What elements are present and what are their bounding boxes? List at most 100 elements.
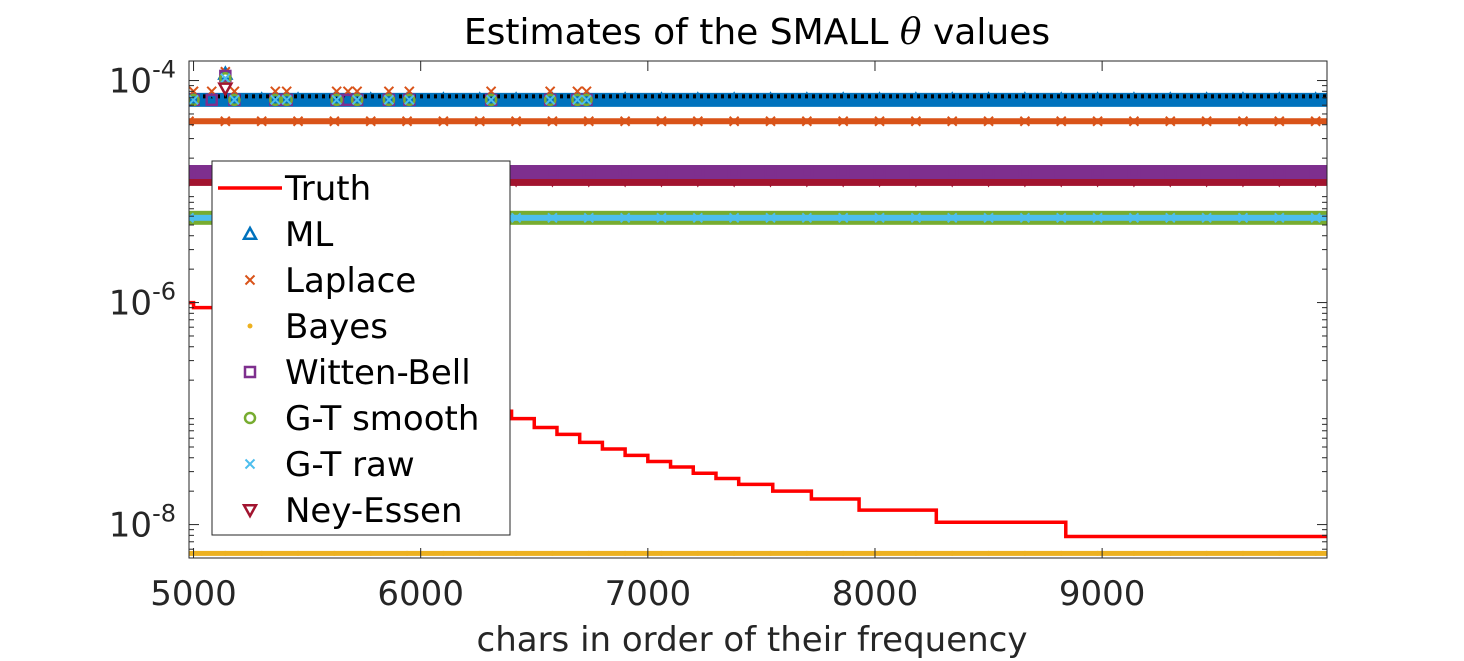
marker-band-g-t-raw [189,214,1327,221]
x-tick-label: 8000 [832,574,919,614]
plot-area [189,65,1327,556]
marker-ml [471,91,488,106]
marker-laplace [874,116,885,127]
spike-marker-g-t-raw [220,72,231,84]
marker-witten-bell [691,165,705,179]
marker-bayes [622,550,628,556]
marker-ml [616,91,634,106]
marker-witten-bell [1018,165,1032,179]
legend-item-ney-essen: Ney-Essen [241,491,463,531]
marker-witten-bell [1200,165,1213,179]
marker-laplace [256,116,267,127]
marker-laplace [947,116,958,127]
marker-laplace [692,116,704,127]
legend-swatch [244,274,256,286]
marker-laplace [983,116,994,127]
marker-ml [1125,91,1143,106]
marker-band-laplace [189,118,1327,125]
legend-item-g-t-raw: G-T raw [244,445,415,485]
x-tick-label: 7000 [605,574,692,614]
marker-laplace [765,116,776,127]
marker-witten-bell [1091,165,1104,179]
marker-ml [980,91,997,106]
y-tick-label: 10-4 [109,56,176,102]
marker-witten-bell [800,165,814,179]
marker-bayes [840,550,846,556]
marker-laplace [801,116,813,127]
marker-g-t-raw [1237,212,1249,224]
marker-g-t-raw [801,212,813,224]
marker-ml [289,91,307,106]
series-laplace [189,116,1327,127]
legend-item-witten-bell: Witten-Bell [243,353,471,393]
legend-swatch [244,458,256,470]
marker-g-t-raw [728,212,740,224]
marker-ml [1162,91,1179,106]
marker-g-t-raw [619,212,631,224]
marker-ml [1198,91,1215,106]
marker-bayes [804,550,810,556]
chart-title-prefix: Estimates of the SMALL [464,12,900,53]
marker-g-t-raw [189,212,195,224]
marker-ml [1089,91,1106,106]
marker-ml [762,91,779,106]
marker-g-t-raw [837,212,849,224]
marker-bayes [259,550,265,556]
spike-marker-g-t-raw [270,94,281,106]
spike-marker-g-t-raw [281,94,292,106]
marker-ml [798,91,815,106]
marker-bayes [549,550,555,556]
marker-laplace [1019,116,1031,127]
marker-bayes [1204,550,1210,556]
spike-marker-ney-essen [217,82,234,97]
marker-g-t-raw [947,212,958,224]
spike-marker-g-t-raw [351,94,363,106]
marker-laplace [220,116,231,127]
marker-g-t-raw [874,212,885,224]
spike-marker-g-t-raw [229,94,240,106]
legend-item-g-t-smooth: G-T smooth [243,399,479,439]
legend-label: Ney-Essen [285,491,463,531]
legend-label: Bayes [285,307,388,347]
marker-laplace [1165,116,1176,127]
legend-label: G-T smooth [285,399,479,439]
marker-bayes [1022,550,1028,556]
marker-ml [1234,91,1252,106]
marker-laplace [292,116,304,127]
spike-marker-g-t-raw [189,94,199,106]
marker-g-t-raw [1201,212,1212,224]
marker-bayes [877,550,883,556]
legend-label: G-T raw [285,445,415,485]
spike-marker-g-t-smooth [330,93,343,107]
legend-label: Laplace [285,261,416,301]
chart-title-suffix: values [922,12,1051,53]
legend-item-truth: Truth [218,169,371,209]
spike-marker-g-t-smooth [269,93,282,107]
marker-ney-essen [189,172,198,188]
spike-marker-g-t-raw [544,94,556,106]
marker-g-t-raw [765,212,776,224]
y-tick-label: 10-6 [109,278,176,324]
marker-witten-bell [655,165,668,179]
spike-marker-g-t-raw [331,94,342,106]
marker-ml [1271,91,1288,106]
marker-witten-bell [1309,165,1322,179]
legend-label: Witten-Bell [285,353,471,393]
marker-g-t-raw [547,212,558,224]
marker-witten-bell [909,165,923,179]
marker-g-t-raw [692,212,704,224]
marker-witten-bell [873,165,886,179]
legend-item-bayes: Bayes [247,307,388,347]
marker-bayes [1131,550,1137,556]
marker-ml [435,91,452,106]
marker-bayes [949,550,955,556]
marker-witten-bell [1273,165,1286,179]
x-tick-label: 5000 [150,574,237,614]
marker-bayes [658,550,664,556]
axis-ticks: 5000 6000 7000 8000 9000 10-8 10-6 10-4 [109,56,1327,614]
legend-label: Truth [284,169,371,209]
marker-witten-bell [982,165,995,179]
marker-band-bayes [189,550,1327,556]
marker-witten-bell [546,165,559,179]
